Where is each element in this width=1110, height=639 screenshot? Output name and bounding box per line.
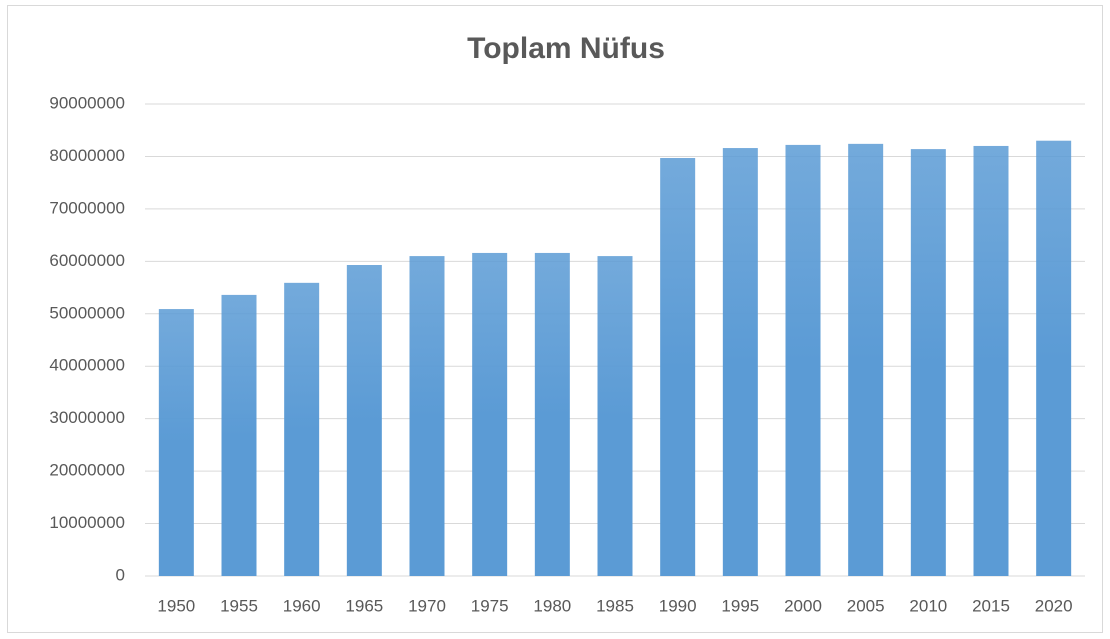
y-tick-label: 0 bbox=[116, 565, 125, 584]
y-tick-label: 80000000 bbox=[49, 146, 125, 165]
y-tick-label: 30000000 bbox=[49, 408, 125, 427]
x-tick-label: 1995 bbox=[721, 596, 759, 615]
bar bbox=[1036, 140, 1072, 576]
x-tick-label: 1970 bbox=[408, 596, 446, 615]
x-tick-label: 1950 bbox=[157, 596, 195, 615]
x-tick-label: 1955 bbox=[220, 596, 258, 615]
x-tick-label: 2005 bbox=[847, 596, 885, 615]
chart-title: Toplam Nüfus bbox=[467, 32, 665, 65]
x-tick-label: 1985 bbox=[596, 596, 634, 615]
y-tick-label: 10000000 bbox=[49, 513, 125, 532]
x-tick-label: 1975 bbox=[471, 596, 509, 615]
x-tick-label: 2000 bbox=[784, 596, 822, 615]
x-tick-label: 1990 bbox=[659, 596, 697, 615]
bar bbox=[409, 256, 445, 576]
y-tick-label: 70000000 bbox=[49, 198, 125, 217]
bar bbox=[158, 309, 194, 576]
bar bbox=[785, 144, 821, 576]
y-tick-label: 60000000 bbox=[49, 251, 125, 270]
x-tick-label: 1980 bbox=[533, 596, 571, 615]
y-tick-label: 90000000 bbox=[49, 93, 125, 112]
x-tick-label: 1965 bbox=[345, 596, 383, 615]
bar bbox=[472, 252, 508, 577]
x-tick-label: 2015 bbox=[972, 596, 1010, 615]
bar bbox=[597, 256, 633, 576]
y-tick-label: 50000000 bbox=[49, 303, 125, 322]
bar bbox=[910, 149, 946, 576]
bar bbox=[848, 143, 884, 576]
bar bbox=[346, 265, 382, 576]
y-tick-label: 40000000 bbox=[49, 356, 125, 375]
bar bbox=[660, 158, 696, 577]
bar bbox=[973, 145, 1009, 576]
bar bbox=[534, 252, 570, 577]
bar bbox=[284, 282, 320, 576]
x-tick-label: 2020 bbox=[1035, 596, 1073, 615]
x-tick-label: 2010 bbox=[909, 596, 947, 615]
x-tick-label: 1960 bbox=[283, 596, 321, 615]
bar bbox=[221, 294, 257, 576]
y-tick-label: 20000000 bbox=[49, 461, 125, 480]
bar bbox=[722, 148, 758, 576]
